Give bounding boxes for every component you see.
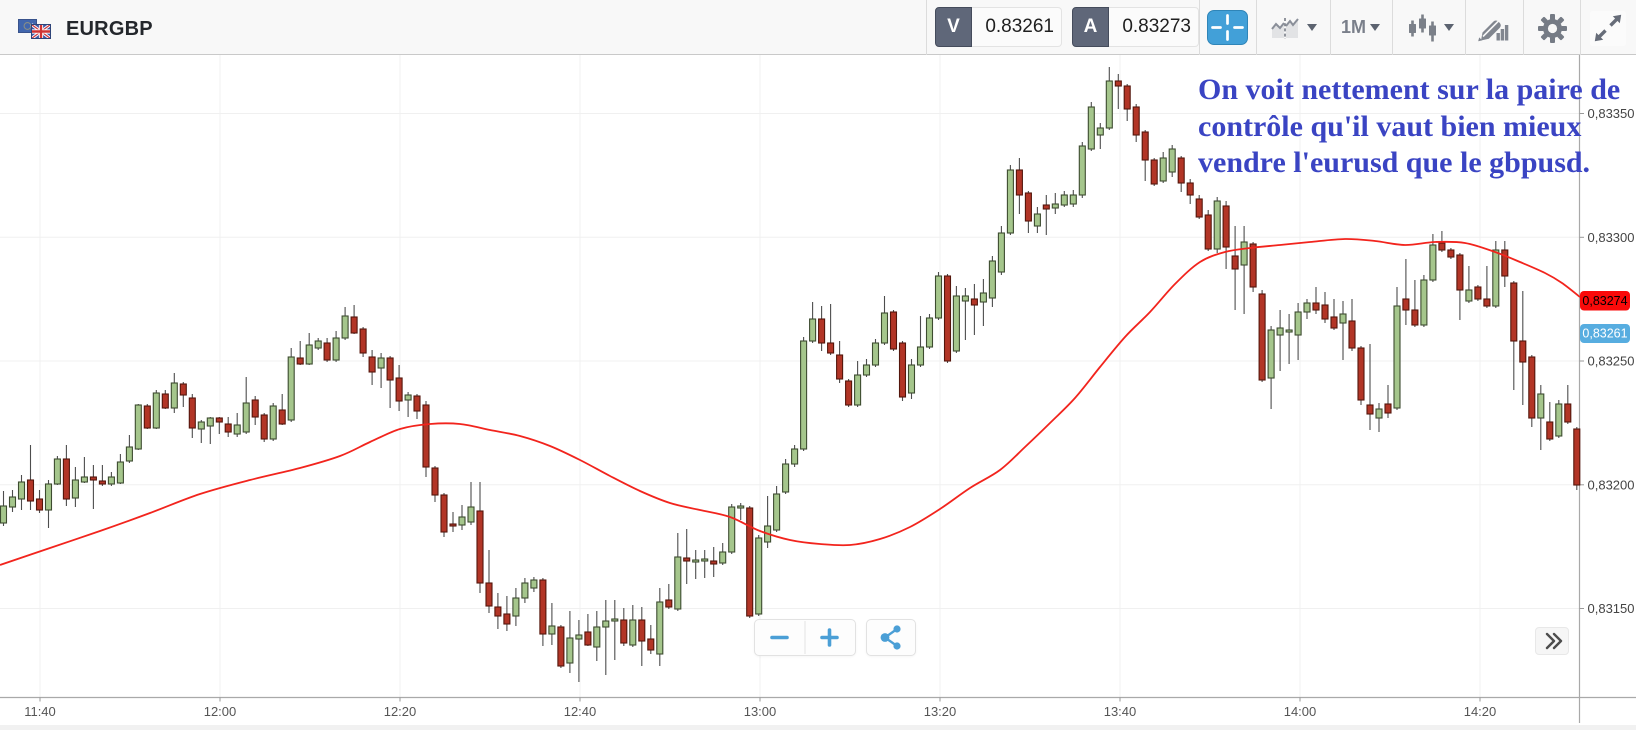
svg-text:13:00: 13:00 <box>744 704 777 719</box>
svg-text:14:00: 14:00 <box>1284 704 1317 719</box>
svg-text:0,83350: 0,83350 <box>1588 106 1635 121</box>
svg-text:11:40: 11:40 <box>24 704 56 719</box>
svg-text:14:20: 14:20 <box>1464 704 1497 719</box>
svg-text:0,83150: 0,83150 <box>1588 601 1635 616</box>
svg-text:0,83274: 0,83274 <box>1582 294 1627 308</box>
svg-text:0,83261: 0,83261 <box>1582 327 1627 341</box>
svg-text:12:20: 12:20 <box>384 704 417 719</box>
svg-text:0,83250: 0,83250 <box>1588 354 1635 369</box>
svg-text:13:40: 13:40 <box>1104 704 1137 719</box>
svg-text:12:00: 12:00 <box>204 704 237 719</box>
svg-text:12:40: 12:40 <box>564 704 597 719</box>
svg-text:13:20: 13:20 <box>924 704 957 719</box>
svg-text:0,83300: 0,83300 <box>1588 230 1635 245</box>
svg-text:0,83200: 0,83200 <box>1588 477 1635 492</box>
